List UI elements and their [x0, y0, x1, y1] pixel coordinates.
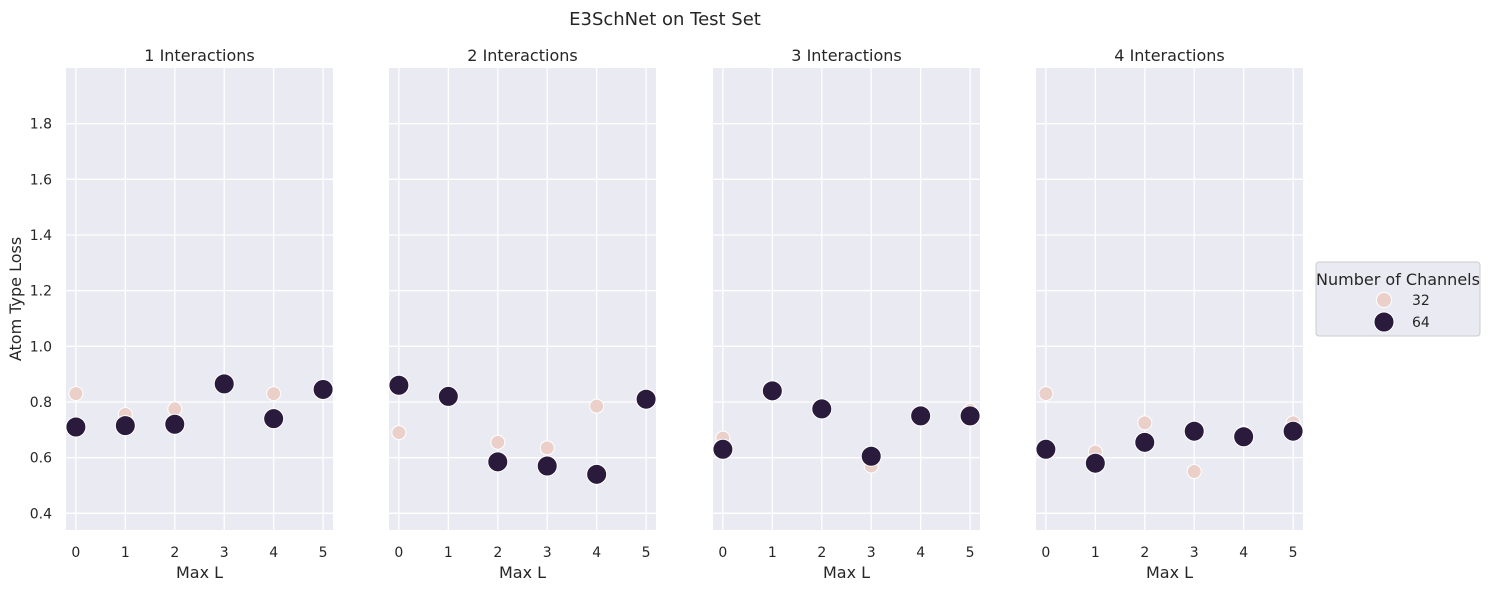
y-tick-label: 1.8 [30, 117, 52, 133]
legend-title: Number of Channels [1316, 270, 1480, 289]
x-tick-label: 2 [493, 545, 502, 561]
y-tick-label: 1.6 [30, 172, 52, 188]
point-channels-32 [589, 398, 605, 414]
legend: Number of Channels 32 64 [1315, 261, 1481, 337]
point-channels-32 [1038, 386, 1054, 402]
panel-2: 0 1 2 3 4 5 2 Interactions Max L [388, 46, 657, 582]
point-channels-64 [712, 438, 734, 460]
x-tick-label: 2 [170, 545, 179, 561]
x-tick-label: 1 [444, 545, 453, 561]
x-tick-label: 4 [269, 545, 278, 561]
x-tick-label: 5 [1289, 545, 1298, 561]
point-channels-64 [312, 378, 334, 400]
point-channels-64 [487, 451, 509, 473]
x-tick-label: 2 [817, 545, 826, 561]
point-channels-64 [910, 405, 932, 427]
x-tick-label: 3 [867, 545, 876, 561]
x-axis-label: Max L [499, 563, 546, 582]
x-axis-label: Max L [1146, 563, 1193, 582]
point-channels-64 [1282, 420, 1304, 442]
x-tick-label: 0 [71, 545, 80, 561]
point-channels-64 [1134, 431, 1156, 453]
point-channels-32 [490, 434, 506, 450]
legend-label-32: 32 [1412, 293, 1430, 309]
y-axis-label: Atom Type Loss [6, 237, 25, 361]
point-channels-64 [536, 455, 558, 477]
panel-title: 2 Interactions [467, 46, 577, 65]
point-channels-64 [635, 388, 657, 410]
point-channels-64 [586, 463, 608, 485]
point-channels-32 [266, 386, 282, 402]
point-channels-64 [65, 416, 87, 438]
plot-area [713, 68, 980, 530]
plot-area [66, 68, 333, 530]
x-tick-label: 4 [1239, 545, 1248, 561]
x-tick-label: 5 [319, 545, 328, 561]
point-channels-64 [860, 445, 882, 467]
y-tick-label: 1.4 [30, 228, 52, 244]
panel-title: 3 Interactions [791, 46, 901, 65]
point-channels-64 [1183, 420, 1205, 442]
point-channels-64 [1084, 452, 1106, 474]
x-tick-label: 0 [394, 545, 403, 561]
x-tick-label: 1 [121, 545, 130, 561]
panel-1: 0 1 2 3 4 5 0.4 0.6 0.8 1.0 1.2 1.4 1.6 1.8 1 Interact… [6, 46, 334, 582]
point-channels-32 [539, 440, 555, 456]
plot-area [1036, 68, 1303, 530]
y-tick-label: 0.6 [30, 451, 52, 467]
panel-title: 4 Interactions [1114, 46, 1224, 65]
x-tick-label: 0 [1041, 545, 1050, 561]
point-channels-64 [959, 405, 981, 427]
x-axis-label: Max L [176, 563, 223, 582]
panel-3: 0 1 2 3 4 5 3 Interactions Max L [712, 46, 981, 582]
point-channels-64 [1035, 438, 1057, 460]
x-tick-label: 4 [592, 545, 601, 561]
y-tick-label: 0.4 [30, 506, 52, 522]
x-tick-label: 5 [642, 545, 651, 561]
x-axis-label: Max L [823, 563, 870, 582]
y-tick-label: 1.0 [30, 339, 52, 355]
x-tick-label: 3 [1190, 545, 1199, 561]
legend-label-64: 64 [1412, 315, 1430, 331]
point-channels-64 [1233, 426, 1255, 448]
point-channels-32 [1137, 415, 1153, 431]
panels: 0 1 2 3 4 5 0.4 0.6 0.8 1.0 1.2 1.4 1.6 1.8 1 Interact… [6, 46, 1304, 582]
point-channels-64 [437, 385, 459, 407]
point-channels-64 [388, 374, 410, 396]
x-tick-label: 3 [220, 545, 229, 561]
y-tick-label: 0.8 [30, 395, 52, 411]
x-tick-label: 0 [718, 545, 727, 561]
legend-box [1315, 261, 1481, 337]
panel-title: 1 Interactions [144, 46, 254, 65]
point-channels-64 [761, 380, 783, 402]
point-channels-32 [391, 425, 407, 441]
x-tick-label: 1 [1091, 545, 1100, 561]
x-tick-label: 2 [1140, 545, 1149, 561]
x-tick-label: 5 [966, 545, 975, 561]
y-tick-label: 1.2 [30, 284, 52, 300]
figure-title: E3SchNet on Test Set [569, 9, 761, 30]
point-channels-64 [811, 398, 833, 420]
point-channels-64 [213, 373, 235, 395]
x-tick-label: 4 [916, 545, 925, 561]
legend-marker-64 [1373, 311, 1395, 333]
x-tick-label: 1 [768, 545, 777, 561]
x-tick-label: 3 [543, 545, 552, 561]
point-channels-32 [68, 386, 84, 402]
legend-marker-32 [1376, 292, 1392, 308]
plot-area [389, 68, 656, 530]
point-channels-64 [263, 408, 285, 430]
point-channels-64 [164, 413, 186, 435]
panel-4: 0 1 2 3 4 5 4 Interactions Max L [1035, 46, 1304, 582]
point-channels-64 [114, 415, 136, 437]
point-channels-32 [1186, 464, 1202, 480]
